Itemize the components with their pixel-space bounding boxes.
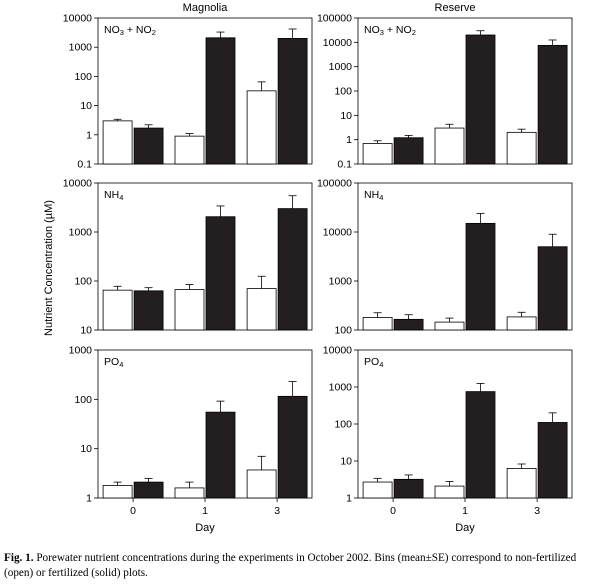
y-tick-label: 0.1 — [77, 159, 92, 171]
y-tick-label: 1000 — [329, 382, 353, 394]
y-tick-label: 100 — [334, 325, 352, 337]
y-tick-label: 10 — [80, 100, 92, 112]
column-title-reserve: Reserve — [435, 2, 476, 14]
y-tick-label: 10 — [80, 325, 92, 337]
chart-panel-3: 10 100 1000 10000 NH4 — [63, 178, 313, 337]
bar-open-day-0 — [102, 120, 133, 165]
bar-open-day-0 — [362, 143, 393, 165]
bar-solid-day-1 — [205, 216, 236, 331]
y-tick-label: 1000 — [69, 227, 93, 239]
x-tick-label: 1 — [202, 505, 208, 517]
x-axis-label-magnolia: Day — [195, 522, 215, 534]
y-tick-label: 1000 — [329, 61, 353, 73]
bar-solid-day-0 — [393, 137, 424, 165]
bar-solid-day-0 — [133, 127, 164, 165]
bar-open-day-3 — [506, 468, 537, 499]
panel-label: NO3 + NO2 — [364, 24, 416, 37]
y-tick-label: 1 — [346, 134, 352, 146]
y-tick-label: 100 — [334, 86, 352, 98]
bar-open-day-1 — [434, 127, 465, 165]
bar-solid-day-1 — [465, 222, 496, 331]
bar-solid-day-3 — [537, 246, 568, 331]
bar-solid-day-1 — [205, 411, 236, 499]
bar-open-day-0 — [362, 317, 393, 331]
bar-open-day-0 — [362, 481, 393, 499]
chart-panel-4: 100 1000 10000 100000 NH4 — [317, 178, 573, 337]
y-tick-label: 10000 — [323, 37, 352, 49]
y-tick-label: 10000 — [63, 13, 92, 25]
bar-open-day-0 — [102, 485, 133, 499]
y-axis-label: Nutrient Concentration (µM) — [43, 200, 55, 336]
bar-solid-day-1 — [465, 391, 496, 499]
bar-solid-day-0 — [393, 478, 424, 499]
bar-solid-day-1 — [465, 34, 496, 165]
bar-solid-day-0 — [133, 481, 164, 499]
column-title-magnolia: Magnolia — [183, 2, 229, 14]
chart-panel-5: 1 10 100 1000 PO4 0 1 3 — [69, 345, 313, 517]
bar-solid-day-0 — [393, 318, 424, 331]
chart-panel-6: 1 10 100 1000 10000 PO4 0 1 3 — [323, 345, 573, 517]
x-axis-label-reserve: Day — [455, 522, 475, 534]
panel-label: NH4 — [364, 189, 383, 202]
bar-open-day-1 — [434, 321, 465, 331]
y-tick-label: 1000 — [69, 345, 93, 357]
bar-solid-day-0 — [133, 290, 164, 331]
bar-open-day-1 — [174, 135, 205, 165]
bar-open-day-1 — [174, 289, 205, 331]
bar-open-day-3 — [506, 131, 537, 165]
panel-frame — [97, 182, 313, 331]
y-tick-label: 100 — [74, 394, 92, 406]
bar-solid-day-3 — [537, 422, 568, 499]
x-tick-label: 3 — [274, 505, 280, 517]
y-tick-label: 100 — [74, 276, 92, 288]
caption-text: Porewater nutrient concentrations during… — [4, 552, 577, 579]
panel-frame — [97, 17, 313, 165]
y-tick-label: 10 — [340, 456, 352, 468]
x-tick-label: 1 — [462, 505, 468, 517]
y-tick-label: 100000 — [317, 13, 352, 25]
y-tick-label: 1000 — [69, 42, 93, 54]
bar-open-day-3 — [246, 288, 277, 331]
y-tick-label: 10 — [340, 110, 352, 122]
x-tick-label: 0 — [130, 505, 136, 517]
bar-open-day-0 — [102, 289, 133, 331]
figure-caption: Fig. 1. Porewater nutrient concentration… — [4, 551, 607, 581]
bar-solid-day-3 — [277, 208, 308, 331]
bar-open-day-1 — [174, 487, 205, 499]
bar-solid-day-3 — [537, 44, 568, 165]
panel-label: PO4 — [104, 356, 123, 369]
bar-solid-day-1 — [205, 37, 236, 165]
y-tick-label: 0.1 — [337, 159, 352, 171]
y-tick-label: 1 — [86, 129, 92, 141]
caption-label: Fig. 1. — [4, 552, 34, 564]
y-tick-label: 100 — [74, 71, 92, 83]
y-tick-label: 1 — [86, 493, 92, 505]
y-tick-label: 10 — [80, 443, 92, 455]
y-tick-label: 1000 — [329, 276, 353, 288]
chart-panel-2: 0.1 1 10 100 1000 10000 100000 NO3 + NO2 — [317, 13, 573, 171]
x-tick-label: 0 — [390, 505, 396, 517]
bar-open-day-3 — [246, 90, 277, 165]
chart-panel-1: 0.1 1 10 100 1000 10000 NO3 + NO2 — [63, 13, 313, 171]
y-tick-label: 1 — [346, 493, 352, 505]
bar-solid-day-3 — [277, 38, 308, 165]
bar-open-day-3 — [246, 469, 277, 499]
y-tick-label: 10000 — [323, 345, 352, 357]
x-tick-label: 3 — [534, 505, 540, 517]
y-tick-label: 100 — [334, 419, 352, 431]
panel-label: NO3 + NO2 — [104, 24, 156, 37]
panel-frame — [357, 182, 573, 331]
panel-label: NH4 — [104, 189, 123, 202]
bar-open-day-1 — [434, 485, 465, 499]
panel-label: PO4 — [364, 356, 383, 369]
y-tick-label: 100000 — [317, 178, 352, 190]
y-tick-label: 10000 — [63, 178, 92, 190]
y-tick-label: 10000 — [323, 227, 352, 239]
bar-open-day-3 — [506, 316, 537, 331]
bar-solid-day-3 — [277, 395, 308, 499]
